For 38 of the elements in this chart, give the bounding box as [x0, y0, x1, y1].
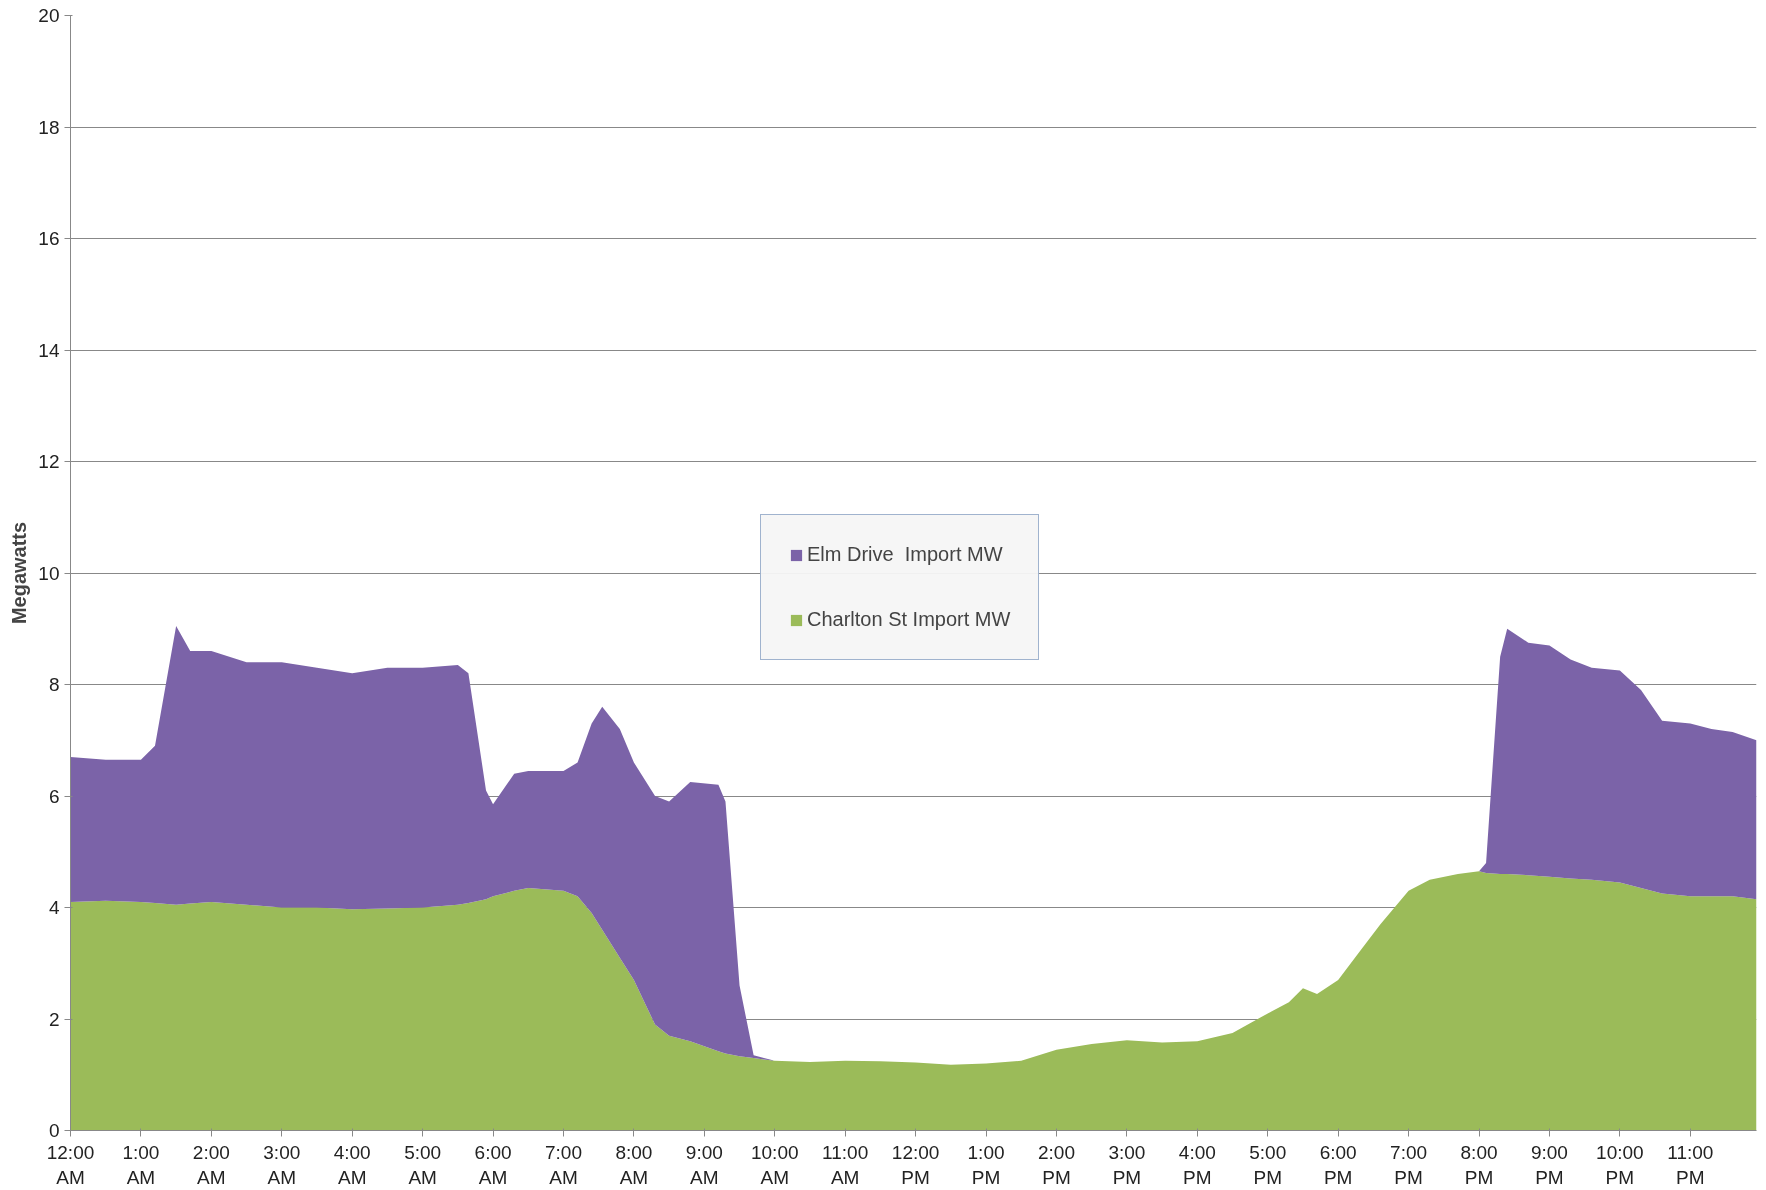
y-tick-label: 4 — [48, 897, 60, 918]
x-tick-label: 7:00 PM — [1390, 1141, 1428, 1188]
y-tick-label: 18 — [38, 116, 60, 138]
x-tick-label: 6:00 PM — [1319, 1141, 1357, 1188]
x-tick-label: 9:00 AM — [685, 1141, 723, 1188]
x-tick-label: 8:00 AM — [615, 1141, 653, 1188]
x-tick-label: 6:00 AM — [474, 1141, 512, 1188]
x-tick-label: 12:00 AM — [46, 1141, 95, 1188]
x-tick-label: 3:00 PM — [1108, 1141, 1146, 1188]
x-tick-label: 4:00 PM — [1178, 1141, 1216, 1188]
x-tick-label: 9:00 PM — [1530, 1141, 1568, 1188]
x-tick-label: 12:00 PM — [891, 1141, 940, 1188]
x-tick-label: 5:00 PM — [1249, 1141, 1287, 1188]
x-tick-label: 5:00 AM — [404, 1141, 442, 1188]
y-tick-label: 6 — [48, 785, 60, 807]
x-tick-label: 11:00 PM — [1667, 1141, 1714, 1188]
y-tick-label: 10 — [38, 562, 60, 584]
x-tick-label: 7:00 AM — [544, 1141, 582, 1188]
y-tick-label: 8 — [48, 674, 60, 695]
x-tick-label: 2:00 PM — [1037, 1141, 1075, 1188]
x-tick-label: 1:00 PM — [967, 1141, 1005, 1188]
y-axis-title: Megawatts — [8, 521, 31, 625]
x-tick-label: 2:00 AM — [192, 1141, 230, 1188]
x-tick-label: 11:00 AM — [822, 1141, 869, 1188]
y-tick-label: 12 — [38, 451, 60, 472]
y-tick-label: 20 — [38, 5, 60, 26]
x-tick-label: 10:00 AM — [750, 1141, 799, 1188]
y-tick-label: 0 — [48, 1120, 60, 1141]
y-tick-label: 2 — [48, 1008, 60, 1030]
x-tick-label: 8:00 PM — [1460, 1141, 1498, 1188]
x-tick-label: 1:00 AM — [122, 1141, 160, 1188]
y-tick-label: 16 — [38, 228, 60, 249]
legend-label: Elm Drive Import MW — [807, 543, 1003, 566]
legend-label: Charlton St Import MW — [807, 608, 1011, 631]
y-tick-label: 14 — [38, 339, 60, 361]
x-tick-label: 3:00 AM — [263, 1141, 301, 1188]
x-tick-label: 4:00 AM — [333, 1141, 371, 1188]
x-tick-label: 10:00 PM — [1596, 1141, 1644, 1188]
